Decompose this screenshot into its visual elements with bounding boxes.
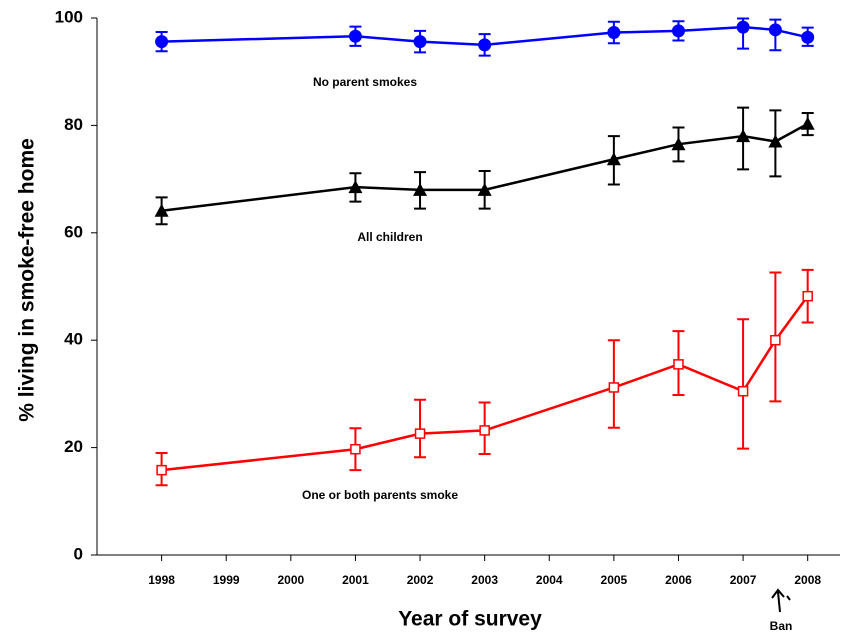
point xyxy=(156,464,167,476)
point xyxy=(736,20,750,34)
x-tick-label: 2004 xyxy=(536,573,563,587)
x-tick-label: 2008 xyxy=(794,573,821,587)
series-label: One or both parents smoke xyxy=(302,488,458,502)
x-tick-label: 2003 xyxy=(471,573,498,587)
x-tick-label: 2001 xyxy=(342,573,369,587)
x-tick-label: 1998 xyxy=(148,573,175,587)
point xyxy=(607,25,621,39)
y-tick-label: 20 xyxy=(64,437,83,456)
point xyxy=(414,428,426,439)
point xyxy=(801,30,815,44)
point xyxy=(736,129,751,143)
x-tick-label: 2005 xyxy=(601,573,628,587)
y-tick-label: 0 xyxy=(74,544,83,563)
point xyxy=(768,23,782,37)
ban-arrow xyxy=(771,588,791,613)
series-label: No parent smokes xyxy=(313,75,417,89)
point xyxy=(478,38,492,52)
point xyxy=(673,359,684,370)
point xyxy=(800,116,815,130)
point xyxy=(770,334,781,346)
point xyxy=(155,35,169,49)
point xyxy=(348,29,362,43)
x-tick-label: 2002 xyxy=(407,573,434,587)
ban-label: Ban xyxy=(770,619,793,633)
point xyxy=(348,180,363,194)
point xyxy=(768,134,783,148)
y-tick-label: 80 xyxy=(64,115,83,134)
point xyxy=(413,182,428,196)
point xyxy=(413,35,427,49)
x-tick-label: 1999 xyxy=(213,573,240,587)
y-tick-label: 60 xyxy=(64,222,83,241)
point xyxy=(737,385,749,397)
x-tick-label: 2000 xyxy=(277,573,304,587)
point xyxy=(154,203,169,217)
point xyxy=(606,152,621,166)
point xyxy=(477,182,492,196)
y-tick-label: 100 xyxy=(55,7,83,26)
y-axis-title: % living in smoke-free home xyxy=(16,138,39,422)
y-tick-label: 40 xyxy=(64,330,83,349)
point xyxy=(608,382,620,393)
point xyxy=(671,24,685,38)
x-tick-label: 2006 xyxy=(665,573,692,587)
x-tick-label: 2007 xyxy=(730,573,757,587)
x-axis-title: Year of survey xyxy=(398,608,542,631)
point xyxy=(671,137,686,151)
error-bar xyxy=(737,318,750,450)
series-label: All children xyxy=(357,230,422,244)
point xyxy=(350,443,361,455)
point xyxy=(802,290,813,302)
point xyxy=(479,425,490,436)
